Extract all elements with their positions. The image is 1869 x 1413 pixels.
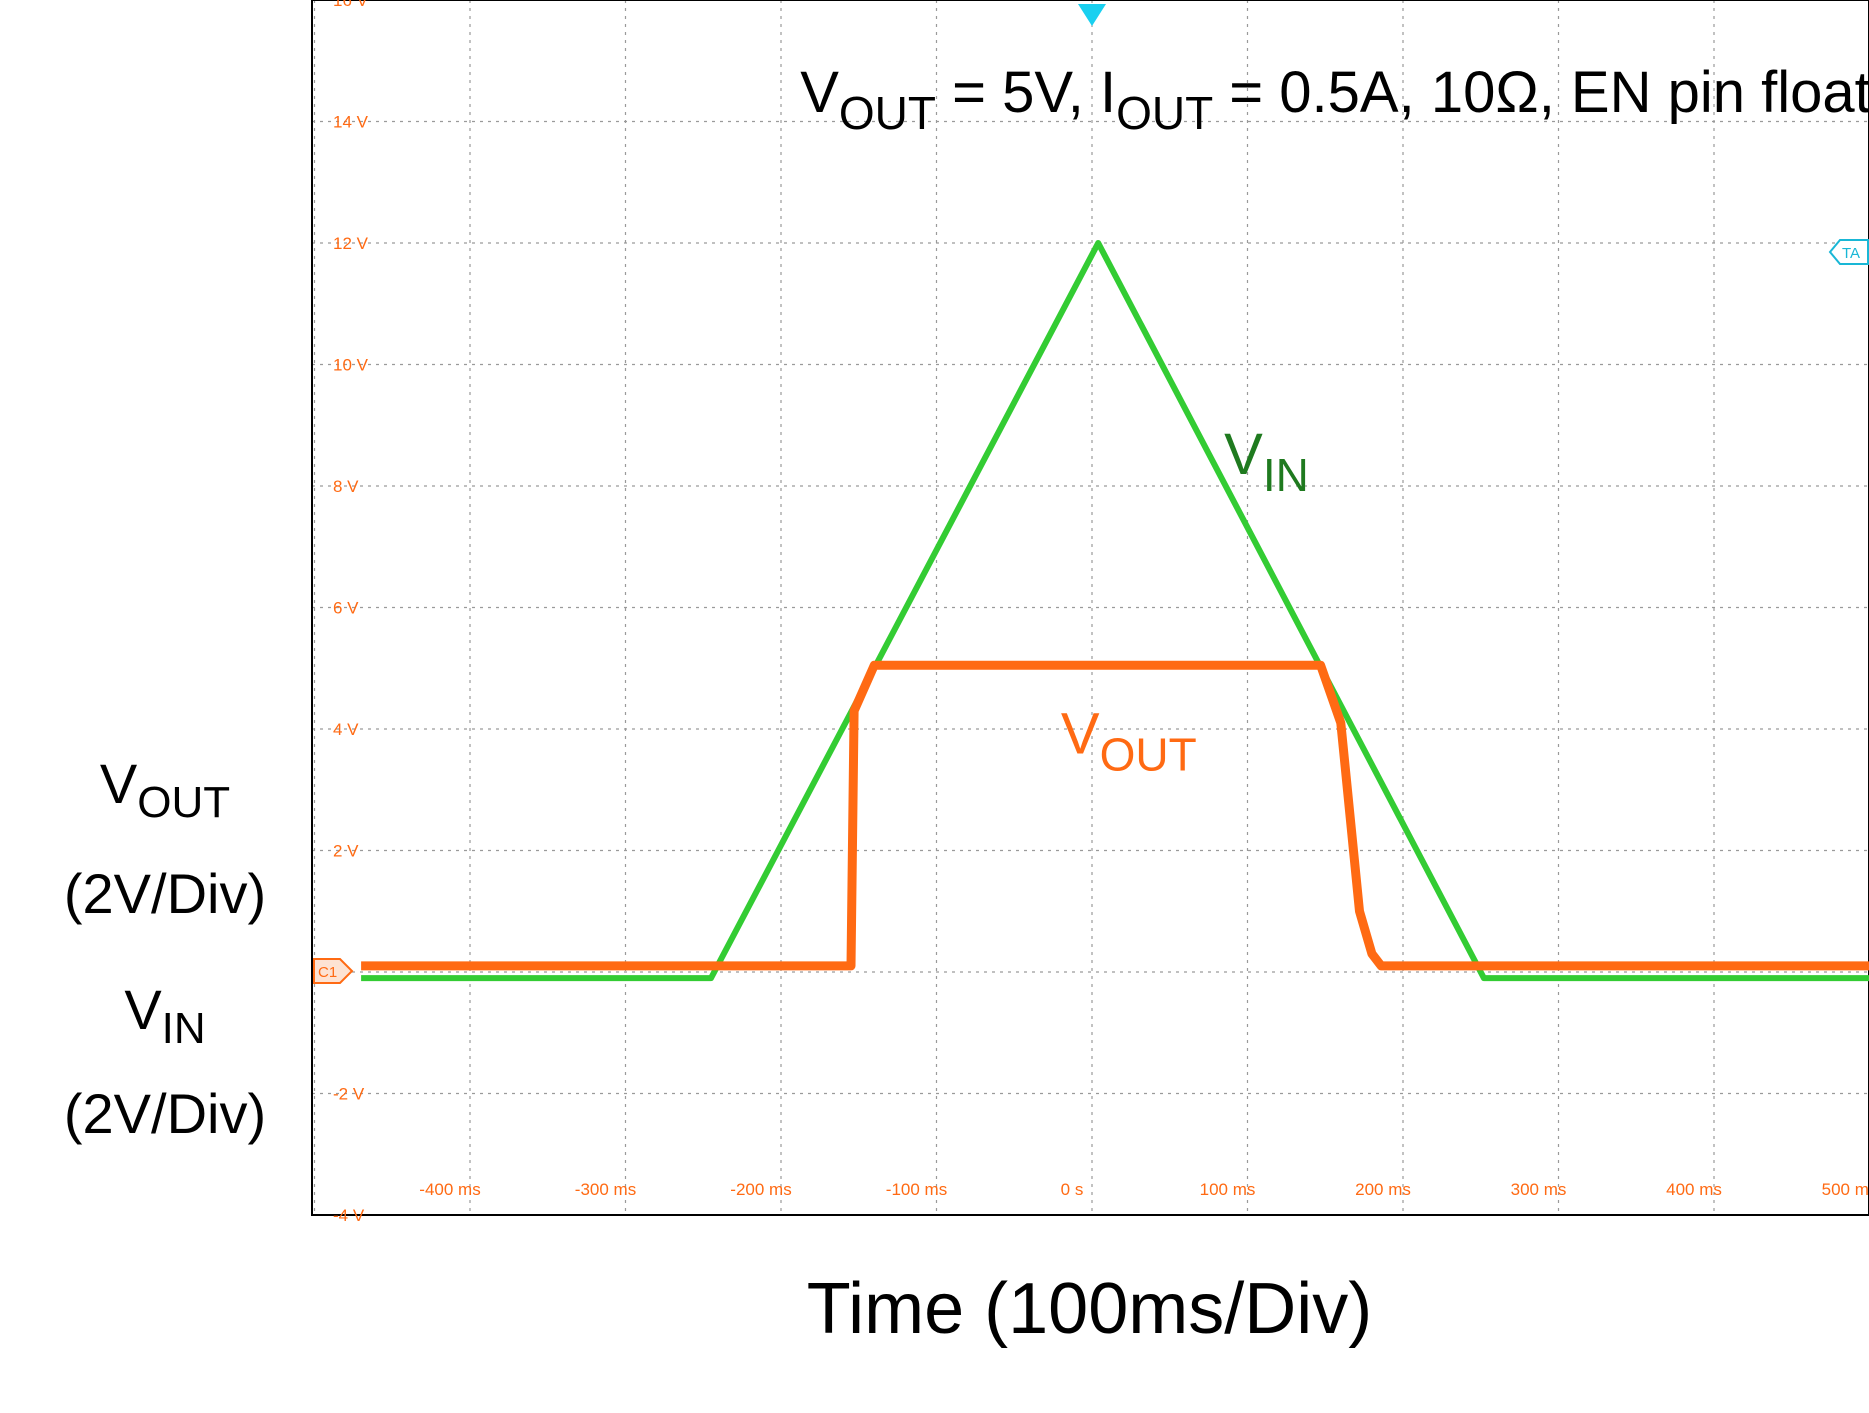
left-vout-label: VOUT bbox=[99, 752, 231, 827]
tick-labels: 16 V 14 V 12 V 10 V 8 V 6 V 4 V 2 V -2 V -4 V -400… bbox=[333, 0, 1869, 1225]
x-tick-label: -200 ms bbox=[730, 1180, 791, 1199]
series-annotation: VIN bbox=[1224, 422, 1309, 501]
series bbox=[361, 240, 1869, 982]
x-tick-label: -100 ms bbox=[886, 1180, 947, 1199]
left-vout-scale: (2V/Div) bbox=[63, 862, 267, 925]
y-tick-label: 8 V bbox=[333, 477, 359, 496]
series-v-out-line bbox=[361, 660, 1869, 971]
plot-frame bbox=[311, 0, 1869, 1216]
y-tick-label: 4 V bbox=[333, 720, 359, 739]
x-tick-label: 0 s bbox=[1061, 1180, 1084, 1199]
x-tick-label: 200 ms bbox=[1355, 1180, 1411, 1199]
y-tick-label: 12 V bbox=[333, 234, 369, 253]
series-v-in-line bbox=[361, 240, 1869, 982]
x-axis-label: Time (100ms/Div) bbox=[806, 1269, 1373, 1349]
trigger-level-label: TA bbox=[1842, 245, 1860, 262]
markers: C1 TA bbox=[313, 4, 1869, 984]
y-tick-label: 6 V bbox=[333, 599, 359, 618]
chart-title: VOUT = 5V, IOUT = 0.5A, 10Ω, EN pin floa… bbox=[800, 60, 1869, 139]
x-tick-label: 500 ms bbox=[1822, 1180, 1869, 1199]
y-tick-label: 10 V bbox=[333, 356, 369, 375]
grid bbox=[312, 0, 1869, 1216]
left-vin-label: VIN bbox=[124, 978, 206, 1053]
y-tick-label: -2 V bbox=[333, 1085, 365, 1104]
series-annotation: VOUT bbox=[1061, 701, 1197, 780]
channel-marker-icon bbox=[313, 958, 354, 984]
x-tick-label: -300 ms bbox=[575, 1180, 636, 1199]
y-tick-label: 2 V bbox=[333, 842, 359, 861]
annotations: VOUT = 5V, IOUT = 0.5A, 10Ω, EN pin floa… bbox=[800, 60, 1869, 780]
x-tick-label: 100 ms bbox=[1200, 1180, 1256, 1199]
y-tick-label: 16 V bbox=[333, 0, 369, 10]
trigger-level-marker-icon bbox=[1828, 239, 1869, 265]
x-tick-label: 400 ms bbox=[1666, 1180, 1722, 1199]
x-tick-label: 300 ms bbox=[1511, 1180, 1567, 1199]
y-tick-label: -4 V bbox=[333, 1206, 365, 1225]
x-tick-label: -400 ms bbox=[419, 1180, 480, 1199]
y-tick-label: 14 V bbox=[333, 113, 369, 132]
trigger-position-icon bbox=[1078, 4, 1106, 26]
channel-marker-label: C1 bbox=[318, 964, 337, 981]
left-vin-scale: (2V/Div) bbox=[63, 1082, 267, 1145]
